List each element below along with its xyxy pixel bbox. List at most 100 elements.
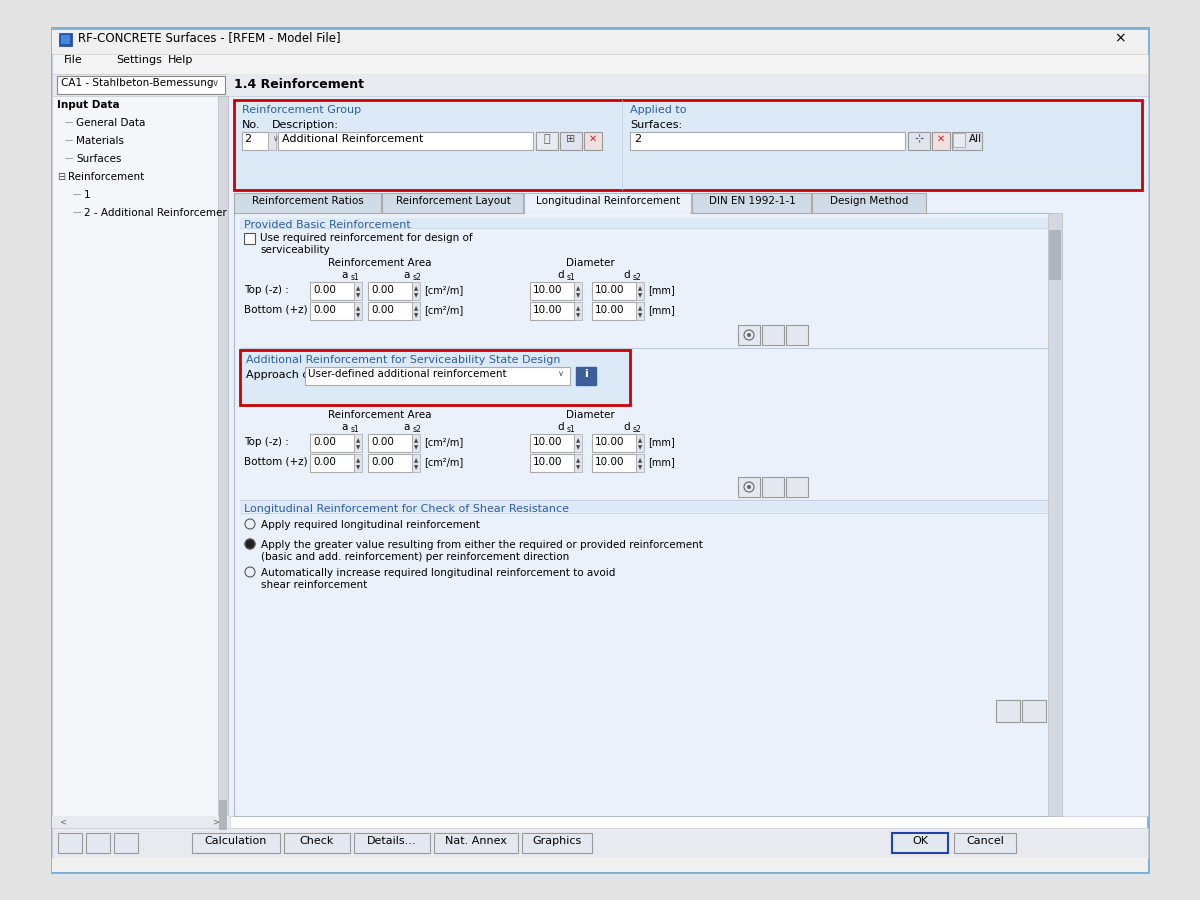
Text: No.: No.: [242, 120, 260, 130]
Bar: [574, 434, 582, 452]
Text: Settings: Settings: [116, 55, 162, 65]
Bar: [592, 302, 636, 320]
Text: a: a: [404, 422, 410, 432]
Text: 0.00: 0.00: [371, 437, 394, 447]
Text: ▼: ▼: [414, 445, 418, 450]
Text: Reinforcement: Reinforcement: [68, 172, 144, 182]
Text: ▲: ▲: [638, 306, 642, 311]
Text: [cm²/m]: [cm²/m]: [424, 305, 463, 315]
Text: ▼: ▼: [356, 313, 360, 318]
Text: [mm]: [mm]: [648, 305, 674, 315]
Text: 0.00: 0.00: [371, 285, 394, 295]
Bar: [192, 833, 280, 853]
Text: Apply required longitudinal reinforcement: Apply required longitudinal reinforcemen…: [262, 520, 480, 530]
Text: Approach of:: Approach of:: [246, 370, 317, 380]
Text: d: d: [624, 270, 630, 280]
Bar: [412, 302, 420, 320]
Bar: [368, 282, 412, 300]
Bar: [354, 454, 362, 472]
Bar: [240, 218, 1048, 228]
Text: ▼: ▼: [414, 465, 418, 470]
Text: [cm²/m]: [cm²/m]: [424, 437, 463, 447]
Text: <: <: [59, 817, 66, 826]
Text: s2: s2: [634, 425, 642, 434]
Bar: [382, 193, 523, 213]
Bar: [52, 28, 1148, 54]
Text: Reinforcement Area: Reinforcement Area: [329, 410, 432, 420]
Text: d: d: [624, 422, 630, 432]
Bar: [1049, 230, 1061, 280]
Text: ▲: ▲: [356, 458, 360, 463]
Text: Diameter: Diameter: [565, 410, 614, 420]
Bar: [954, 833, 1016, 853]
Text: s1: s1: [568, 425, 576, 434]
Text: s1: s1: [352, 425, 360, 434]
Bar: [530, 302, 574, 320]
Bar: [268, 132, 276, 150]
Bar: [1048, 213, 1062, 816]
Text: ▲: ▲: [638, 438, 642, 443]
Text: i: i: [584, 369, 588, 379]
Bar: [952, 132, 982, 150]
Text: ▼: ▼: [576, 313, 580, 318]
Bar: [738, 477, 760, 497]
Text: 10.00: 10.00: [533, 285, 563, 295]
Text: Graphics: Graphics: [533, 836, 582, 846]
Text: serviceability: serviceability: [260, 245, 330, 255]
Text: Reinforcement Group: Reinforcement Group: [242, 105, 361, 115]
Text: ▼: ▼: [576, 293, 580, 298]
Text: [mm]: [mm]: [648, 437, 674, 447]
Bar: [412, 282, 420, 300]
Text: 2 - Additional Reinforcemer: 2 - Additional Reinforcemer: [84, 208, 227, 218]
Bar: [574, 282, 582, 300]
Bar: [592, 454, 636, 472]
Bar: [368, 302, 412, 320]
Text: ▲: ▲: [638, 458, 642, 463]
Bar: [234, 213, 1054, 816]
Text: —: —: [73, 208, 82, 217]
Text: ⎘: ⎘: [544, 134, 551, 144]
Text: All: All: [968, 134, 982, 144]
Text: DIN EN 1992-1-1: DIN EN 1992-1-1: [709, 196, 796, 206]
Text: Bottom (+z) :: Bottom (+z) :: [244, 457, 314, 467]
Bar: [786, 325, 808, 345]
Text: Bottom (+z) :: Bottom (+z) :: [244, 305, 314, 315]
Text: Top (-z) :: Top (-z) :: [244, 285, 289, 295]
Circle shape: [578, 368, 594, 384]
Bar: [52, 816, 230, 828]
Bar: [636, 282, 644, 300]
Text: ⊹: ⊹: [914, 134, 924, 144]
Bar: [242, 132, 268, 150]
Bar: [234, 100, 1142, 190]
Text: ▼: ▼: [414, 293, 418, 298]
Text: General Data: General Data: [76, 118, 145, 128]
Text: 10.00: 10.00: [595, 285, 624, 295]
Text: Surfaces:: Surfaces:: [630, 120, 682, 130]
Bar: [574, 302, 582, 320]
Bar: [630, 132, 905, 150]
Bar: [310, 434, 354, 452]
Bar: [953, 133, 965, 147]
Bar: [228, 96, 1148, 816]
Text: Apply the greater value resulting from either the required or provided reinforce: Apply the greater value resulting from e…: [262, 540, 703, 550]
Text: 10.00: 10.00: [595, 457, 624, 467]
Text: ∨: ∨: [272, 134, 277, 143]
Text: —: —: [73, 190, 82, 199]
Bar: [218, 96, 228, 816]
Bar: [996, 700, 1020, 722]
Bar: [310, 302, 354, 320]
Text: Provided Basic Reinforcement: Provided Basic Reinforcement: [244, 220, 410, 230]
Bar: [220, 800, 227, 830]
Bar: [354, 833, 430, 853]
Text: a: a: [404, 270, 410, 280]
Text: Details...: Details...: [367, 836, 416, 846]
Bar: [636, 434, 644, 452]
Text: d: d: [558, 270, 564, 280]
Text: User-defined additional reinforcement: User-defined additional reinforcement: [308, 369, 506, 379]
Bar: [576, 367, 596, 385]
Bar: [1022, 700, 1046, 722]
Text: Help: Help: [168, 55, 193, 65]
Text: Design Method: Design Method: [830, 196, 908, 206]
Text: Reinforcement Area: Reinforcement Area: [329, 258, 432, 268]
Bar: [354, 434, 362, 452]
